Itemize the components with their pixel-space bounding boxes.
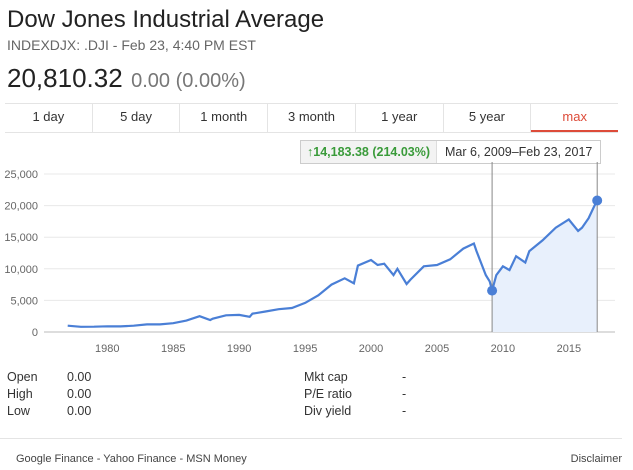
y-tick-label: 0	[32, 327, 38, 339]
tab-1-year[interactable]: 1 year	[356, 104, 444, 132]
stat-label: P/E ratio	[304, 387, 352, 401]
stat-mkt-cap: Mkt cap -	[304, 369, 406, 386]
stat-high: High 0.00	[7, 386, 91, 403]
x-tick-label: 1995	[293, 343, 317, 355]
x-tick-label: 1980	[95, 343, 119, 355]
y-tick-label: 5,000	[10, 295, 38, 307]
stat-pe-ratio: P/E ratio -	[304, 386, 406, 403]
price-row: 20,810.32 0.00 (0.00%)	[7, 63, 246, 94]
y-tick-label: 15,000	[4, 232, 38, 244]
tab-5-day[interactable]: 5 day	[93, 104, 181, 132]
stat-open: Open 0.00	[7, 369, 91, 386]
x-tick-label: 1990	[227, 343, 251, 355]
stats-right: Mkt cap - P/E ratio - Div yield -	[304, 369, 406, 420]
disclaimer-link[interactable]: Disclaimer	[570, 453, 622, 465]
tab-5-year[interactable]: 5 year	[444, 104, 532, 132]
current-price: 20,810.32	[7, 63, 123, 93]
footer: Google Finance - Yahoo Finance - MSN Mon…	[0, 438, 622, 465]
stat-label: Mkt cap	[304, 370, 348, 384]
x-tick-label: 1985	[161, 343, 185, 355]
stat-label: High	[7, 387, 33, 401]
index-title: Dow Jones Industrial Average	[7, 6, 325, 33]
price-change: 0.00 (0.00%)	[131, 70, 246, 92]
range-dates: Mar 6, 2009–Feb 23, 2017	[445, 145, 593, 159]
range-gain: ↑14,183.38 (214.03%)	[301, 141, 438, 163]
y-tick-label: 20,000	[4, 201, 38, 213]
data-sources-link[interactable]: Google Finance - Yahoo Finance - MSN Mon…	[16, 453, 247, 465]
stat-label: Div yield	[304, 404, 352, 418]
time-range-tabs: 1 day 5 day 1 month 3 month 1 year 5 yea…	[5, 103, 619, 133]
stat-value: -	[402, 404, 407, 418]
tab-1-month[interactable]: 1 month	[180, 104, 269, 132]
stat-value: -	[402, 387, 407, 401]
stats-left: Open 0.00 High 0.00 Low 0.00	[7, 369, 91, 420]
stat-value: 0.00	[67, 404, 92, 418]
stat-value: -	[402, 370, 407, 384]
price-chart[interactable]: 0 5,000 10,000 15,000 20,000 25,000 1980 1985 1…	[0, 162, 633, 362]
x-tick-label: 2015	[557, 343, 581, 355]
stat-value: 0.00	[67, 387, 92, 401]
range-end-point[interactable]	[592, 195, 603, 206]
series-line	[67, 199, 599, 328]
stat-value: 0.00	[67, 370, 92, 384]
stat-low: Low 0.00	[7, 403, 91, 420]
range-start-point[interactable]	[487, 285, 498, 296]
x-tick-label: 2010	[491, 343, 515, 355]
y-tick-label: 10,000	[4, 264, 38, 276]
stat-label: Open	[7, 370, 38, 384]
highlight-area	[492, 200, 598, 332]
x-tick-label: 2000	[359, 343, 383, 355]
index-subtitle: INDEXDJX: .DJI - Feb 23, 4:40 PM EST	[7, 37, 256, 53]
tab-1-day[interactable]: 1 day	[5, 104, 93, 132]
x-tick-label: 2005	[425, 343, 449, 355]
y-tick-label: 25,000	[4, 169, 38, 181]
stat-label: Low	[7, 404, 30, 418]
tab-max[interactable]: max	[531, 104, 619, 132]
range-tooltip: ↑14,183.38 (214.03%) Mar 6, 2009–Feb 23,…	[300, 140, 602, 164]
stat-div-yield: Div yield -	[304, 403, 406, 420]
tab-3-month[interactable]: 3 month	[268, 104, 356, 132]
